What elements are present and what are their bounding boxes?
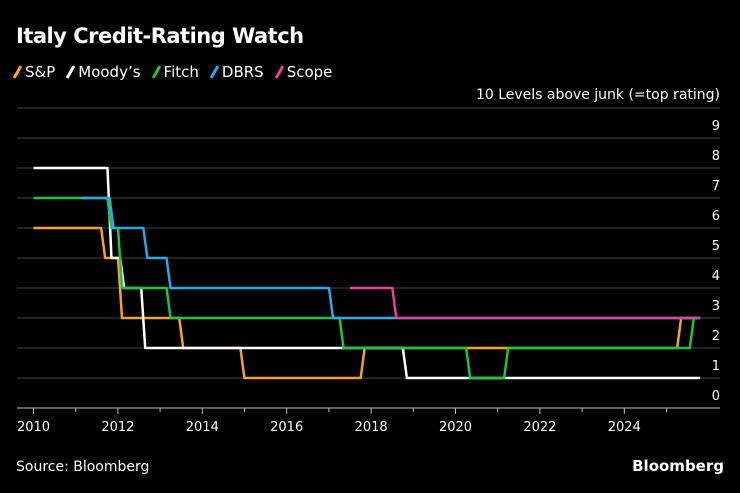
y-tick-label: 9 (712, 119, 720, 134)
source-note: Source: Bloomberg (16, 459, 150, 475)
y-tick-label: 2 (712, 329, 720, 344)
y-tick-label: 5 (712, 239, 720, 254)
legend-item-dbrs: DBRS (209, 63, 264, 81)
y-axis-label: 10 Levels above junk (=top rating) (475, 87, 720, 103)
legend-label: S&P (25, 63, 56, 81)
y-tick-label: 4 (712, 269, 720, 284)
legend: S&P Moody’s Fitch DBRS Scope (12, 63, 333, 81)
y-tick-label: 6 (712, 209, 720, 224)
series-line-moodys (33, 166, 701, 380)
y-tick-label: 8 (712, 149, 720, 164)
chart-title: Italy Credit-Rating Watch (16, 24, 304, 48)
y-tick-label: 0 (712, 389, 720, 404)
legend-label: Scope (286, 63, 333, 81)
x-tick-label: 2012 (101, 420, 134, 435)
bloomberg-logo: Bloomberg (632, 457, 724, 475)
y-tick-label: 3 (712, 299, 720, 314)
y-tick-label: 7 (712, 179, 720, 194)
legend-label: Moody’s (78, 63, 141, 81)
legend-item-fitch: Fitch (151, 63, 199, 81)
x-tick-label: 2024 (608, 420, 641, 435)
x-tick-label: 2022 (523, 420, 556, 435)
x-tick-label: 2010 (17, 420, 50, 435)
legend-label: DBRS (221, 63, 264, 81)
series-line-sp (33, 226, 701, 380)
legend-item-scope: Scope (274, 63, 333, 81)
legend-label: Fitch (163, 63, 199, 81)
series-line-scope (350, 286, 701, 320)
x-tick-label: 2018 (355, 420, 388, 435)
legend-item-moodys: Moody’s (65, 63, 141, 81)
x-tick-label: 2020 (439, 420, 472, 435)
x-tick-label: 2016 (270, 420, 303, 435)
x-tick-label: 2014 (186, 420, 219, 435)
legend-item-sp: S&P (12, 63, 56, 81)
y-tick-label: 1 (712, 359, 720, 374)
